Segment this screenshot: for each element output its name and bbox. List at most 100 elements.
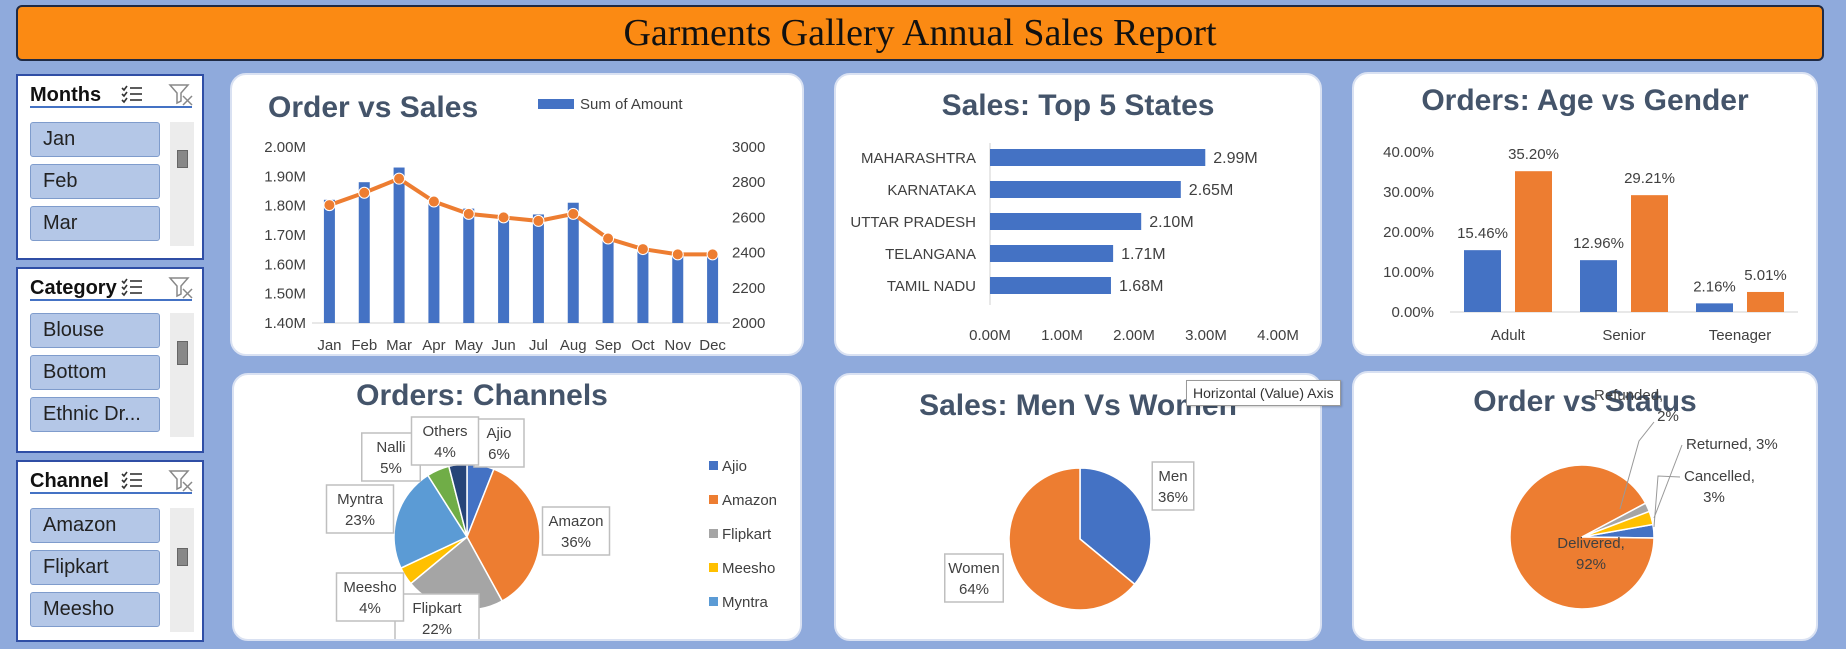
leader-line <box>1653 444 1683 519</box>
top5-states-panel[interactable]: Sales: Top 5 States MAHARASHTRA 2.99M KARN… <box>834 73 1322 356</box>
x-tick-label: Senior <box>1602 327 1645 344</box>
slice-label-box <box>335 572 405 622</box>
data-label: 1.71M <box>1121 246 1165 263</box>
slicer-item-bottom[interactable]: Bottom <box>30 355 160 390</box>
legend-label: Sum of Amount <box>580 96 683 113</box>
slicer-item-feb[interactable]: Feb <box>30 164 160 199</box>
slice-label-box <box>944 553 1004 603</box>
bar <box>428 202 440 323</box>
clear-filter-icon[interactable] <box>168 275 194 299</box>
slice-label: Meesho <box>343 579 396 596</box>
slice-label-box <box>361 432 421 482</box>
bar <box>393 167 405 323</box>
x-tick-label: 0.00M <box>969 327 1011 344</box>
line-point <box>532 214 545 227</box>
slicer-item-amazon[interactable]: Amazon <box>30 508 160 543</box>
months-slicer[interactable]: Months Jan Feb Mar <box>16 74 204 260</box>
y-tick-label: TAMIL NADU <box>887 278 976 295</box>
slice-label: 92% <box>1576 556 1606 573</box>
x-tick-label: 2.00M <box>1113 327 1155 344</box>
chart-title: Order vs Status <box>1473 385 1697 418</box>
bar <box>990 245 1114 262</box>
y-tick-label: 1.40M <box>264 315 306 332</box>
slicer-header: Channel <box>30 468 194 494</box>
bar <box>990 149 1206 166</box>
scroll-thumb[interactable] <box>177 341 188 365</box>
bar <box>498 217 510 323</box>
y-tick-label: 30.00% <box>1383 184 1434 201</box>
top5-states-chart[interactable]: MAHARASHTRA 2.99M KARNATAKA 2.65M UTTAR PRAD… <box>836 75 1322 356</box>
slicer-item-mar[interactable]: Mar <box>30 206 160 241</box>
slicer-title: Months <box>30 83 102 106</box>
legend-swatch <box>709 563 718 572</box>
men-vs-women-panel[interactable]: Sales: Men Vs Women Men 36% Women 64% <box>834 373 1322 641</box>
slice-label: 3% <box>1703 489 1725 506</box>
bar <box>990 213 1142 230</box>
age-vs-gender-panel[interactable]: Orders: Age vs Gender 0.00% 10.00% 20.00% 3… <box>1352 72 1818 356</box>
slicer-scrollbar[interactable] <box>170 508 194 632</box>
y-tick-label: 1.60M <box>264 256 306 273</box>
slice-label-box <box>410 416 480 466</box>
order-status-panel[interactable]: Order vs Status Refunded, 2% Returned, 3% C… <box>1352 371 1818 641</box>
slice-label: 64% <box>959 581 989 598</box>
slicer-item-ethnic-dress[interactable]: Ethnic Dr... <box>30 397 160 432</box>
y2-tick-label: 3000 <box>732 139 765 156</box>
data-label: 2.99M <box>1213 150 1257 167</box>
slicer-item-flipkart[interactable]: Flipkart <box>30 550 160 585</box>
multi-select-icon[interactable] <box>120 276 144 298</box>
age-vs-gender-chart[interactable]: 0.00% 10.00% 20.00% 30.00% 40.00% 15.46% 35.20… <box>1354 74 1818 356</box>
chart-title: Sales: Top 5 States <box>941 89 1215 122</box>
slice-label: Myntra <box>337 491 384 508</box>
bar <box>602 240 614 323</box>
bar <box>1515 171 1552 312</box>
line-point <box>636 243 649 256</box>
slicer-item-meesho[interactable]: Meesho <box>30 592 160 627</box>
legend-swatch <box>709 461 718 470</box>
slicer-scrollbar[interactable] <box>170 313 194 437</box>
leader-line <box>1653 475 1681 528</box>
line-point <box>567 207 580 220</box>
legend-swatch <box>538 99 574 109</box>
bar <box>990 181 1181 198</box>
legend-label: Meesho <box>722 560 775 577</box>
y-tick-label: 10.00% <box>1383 264 1434 281</box>
slicer-item-jan[interactable]: Jan <box>30 122 160 157</box>
y-tick-label: 1.80M <box>264 198 306 215</box>
pie-slice <box>1079 467 1152 586</box>
order-status-chart[interactable]: Refunded, 2% Returned, 3% Cancelled, 3% Deliv… <box>1354 373 1818 641</box>
clear-filter-icon[interactable] <box>168 468 194 492</box>
category-slicer[interactable]: Category Blouse Bottom Ethnic Dr... <box>16 267 204 453</box>
pie-slice <box>1581 510 1654 538</box>
x-tick-label: Nov <box>664 337 691 354</box>
order-vs-sales-panel[interactable]: Order vs Sales 1.40M 1.50M 1.60M 1.70M 1.80M… <box>230 73 804 356</box>
scroll-thumb[interactable] <box>177 548 188 566</box>
slicer-item-blouse[interactable]: Blouse <box>30 313 160 348</box>
men-vs-women-chart[interactable]: Men 36% Women 64% <box>836 375 1322 641</box>
multi-select-icon[interactable] <box>120 469 144 491</box>
channel-slicer[interactable]: Channel Amazon Flipkart Meesho <box>16 460 204 642</box>
slice-label: Returned, 3% <box>1686 436 1778 453</box>
slice-label: Flipkart <box>412 600 462 617</box>
line-point <box>393 172 406 185</box>
bar <box>672 255 684 323</box>
slice-label: Others <box>422 423 467 440</box>
x-tick-label: Dec <box>699 337 726 354</box>
channels-chart[interactable]: Ajio 6% Amazon 36% Flipkart 22% Meesho 4% Myntra… <box>234 375 802 641</box>
multi-select-icon[interactable] <box>120 83 144 105</box>
channels-panel[interactable]: Orders: Channels Ajio 6% Amazon 36% Flipkart… <box>232 373 802 641</box>
clear-filter-icon[interactable] <box>168 82 194 106</box>
axis-tooltip: Horizontal (Value) Axis <box>1186 380 1341 406</box>
x-tick-label: Adult <box>1491 327 1526 344</box>
leader-line <box>1619 421 1655 510</box>
slicer-title: Category <box>30 276 117 299</box>
slice-label: 22% <box>422 621 452 638</box>
bar <box>1747 291 1784 312</box>
scroll-thumb[interactable] <box>177 150 188 168</box>
slicer-scrollbar[interactable] <box>170 122 194 246</box>
x-tick-label: Apr <box>422 337 445 354</box>
y-tick-label: 1.50M <box>264 286 306 303</box>
chart-title: Sales: Men Vs Women <box>919 389 1237 422</box>
order-vs-sales-chart[interactable]: 1.40M 1.50M 1.60M 1.70M 1.80M 1.90M 2.00M 2000 2… <box>232 75 804 356</box>
slice-label-box <box>325 484 395 534</box>
slice-label: Delivered, <box>1557 535 1625 552</box>
